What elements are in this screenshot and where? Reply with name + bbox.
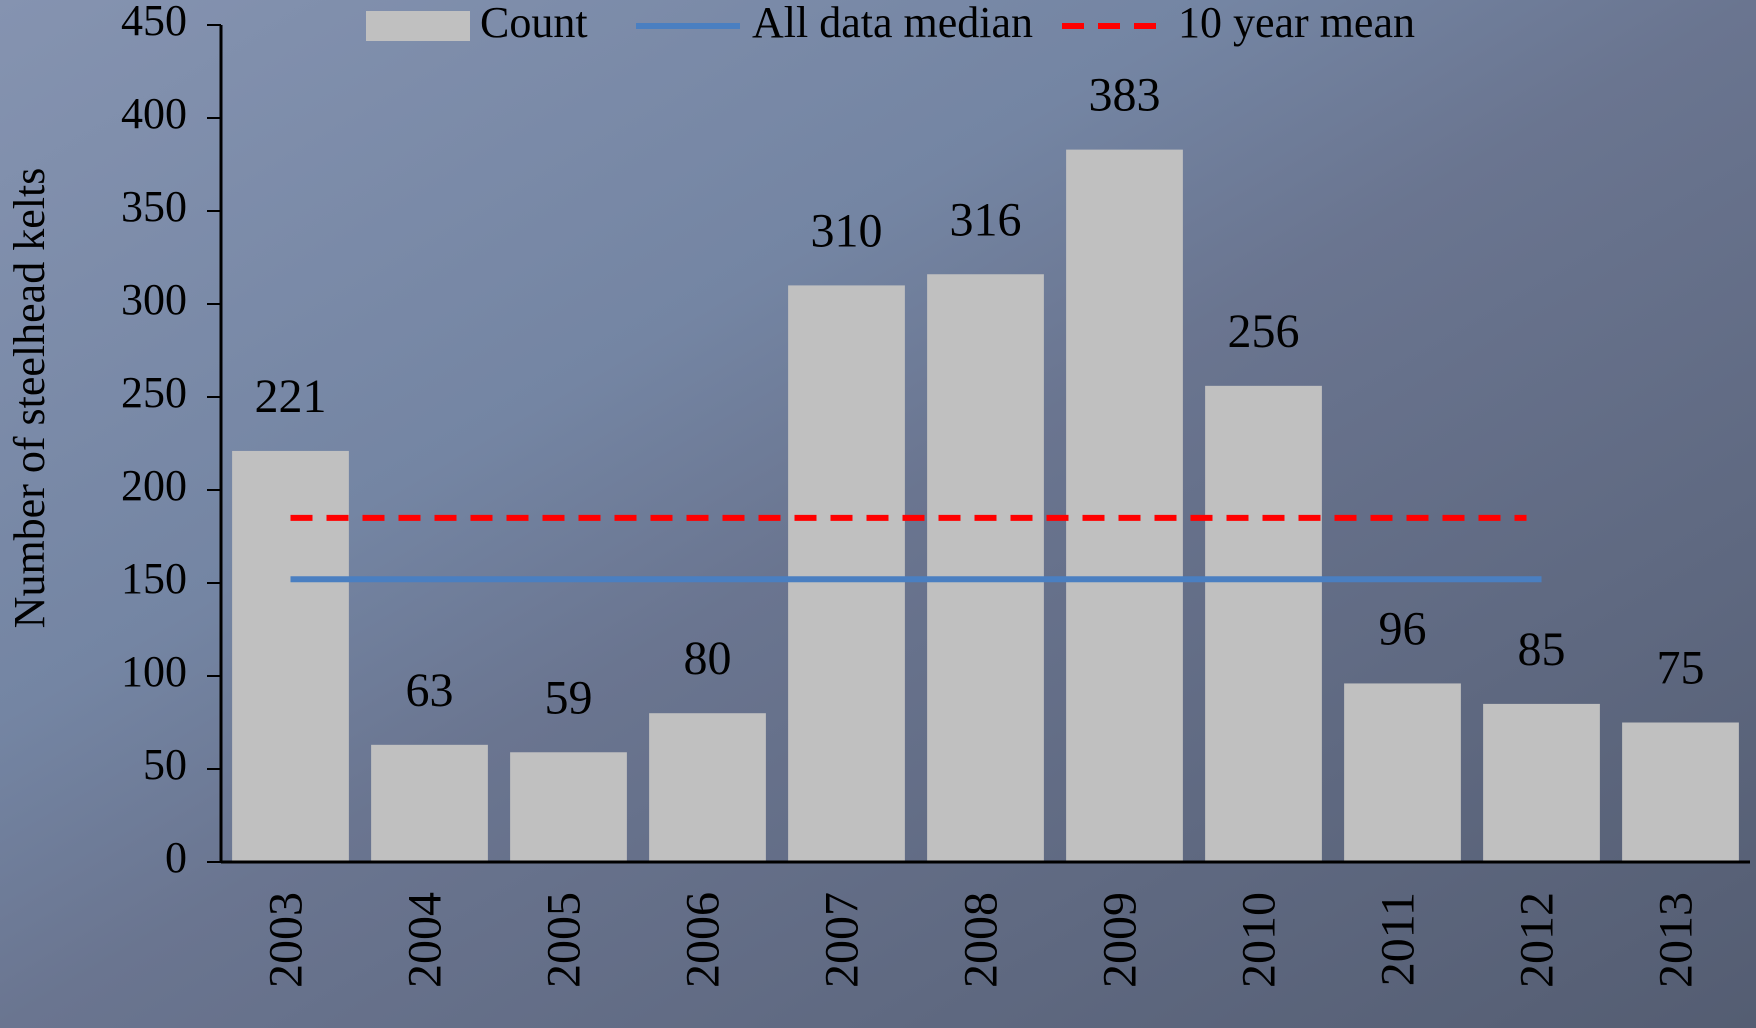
bar-value-label: 383 bbox=[1089, 69, 1161, 122]
y-tick-label: 350 bbox=[121, 182, 187, 231]
bar-value-label: 96 bbox=[1379, 602, 1427, 655]
x-tick-label: 2013 bbox=[1650, 892, 1703, 988]
y-tick-label: 450 bbox=[121, 0, 187, 45]
bar-value-label: 310 bbox=[811, 204, 883, 257]
bar-value-label: 256 bbox=[1228, 305, 1300, 358]
bar-value-label: 221 bbox=[255, 370, 327, 423]
y-tick-label: 50 bbox=[143, 740, 187, 789]
x-tick-label: 2003 bbox=[260, 892, 313, 988]
y-tick-label: 150 bbox=[121, 554, 187, 603]
x-tick-label: 2007 bbox=[816, 892, 869, 988]
bar bbox=[1483, 703, 1600, 862]
y-tick-label: 200 bbox=[121, 461, 187, 510]
bar-value-label: 75 bbox=[1657, 642, 1705, 695]
y-tick-label: 400 bbox=[121, 89, 187, 138]
legend-label: All data median bbox=[752, 0, 1033, 47]
y-tick-label: 250 bbox=[121, 368, 187, 417]
bar-value-label: 80 bbox=[684, 632, 732, 685]
x-tick-label: 2010 bbox=[1233, 892, 1286, 988]
bar-value-label: 316 bbox=[950, 193, 1022, 246]
x-tick-label: 2006 bbox=[677, 892, 730, 988]
bar bbox=[1622, 722, 1739, 862]
bar-value-label: 85 bbox=[1518, 623, 1566, 676]
y-axis-label: Number of steelhead kelts bbox=[5, 168, 54, 629]
y-tick-label: 300 bbox=[121, 275, 187, 324]
bar bbox=[1205, 385, 1322, 862]
x-tick-label: 2004 bbox=[399, 892, 452, 988]
bar bbox=[232, 450, 349, 862]
bar-value-label: 59 bbox=[545, 671, 593, 724]
x-tick-label: 2011 bbox=[1372, 892, 1425, 986]
legend-swatch bbox=[366, 11, 470, 41]
bar bbox=[371, 744, 488, 862]
bar bbox=[788, 285, 905, 862]
x-tick-label: 2012 bbox=[1511, 892, 1564, 988]
x-tick-label: 2005 bbox=[538, 892, 591, 988]
legend-label: Count bbox=[480, 0, 588, 47]
y-tick-label: 100 bbox=[121, 647, 187, 696]
x-tick-label: 2009 bbox=[1094, 892, 1147, 988]
bar bbox=[1066, 149, 1183, 862]
bar bbox=[649, 713, 766, 862]
bar bbox=[927, 274, 1044, 862]
bar bbox=[510, 752, 627, 862]
legend-label: 10 year mean bbox=[1178, 0, 1415, 47]
bar-value-label: 63 bbox=[406, 664, 454, 717]
bar bbox=[1344, 683, 1461, 862]
x-tick-label: 2008 bbox=[955, 892, 1008, 988]
y-tick-label: 0 bbox=[165, 833, 187, 882]
